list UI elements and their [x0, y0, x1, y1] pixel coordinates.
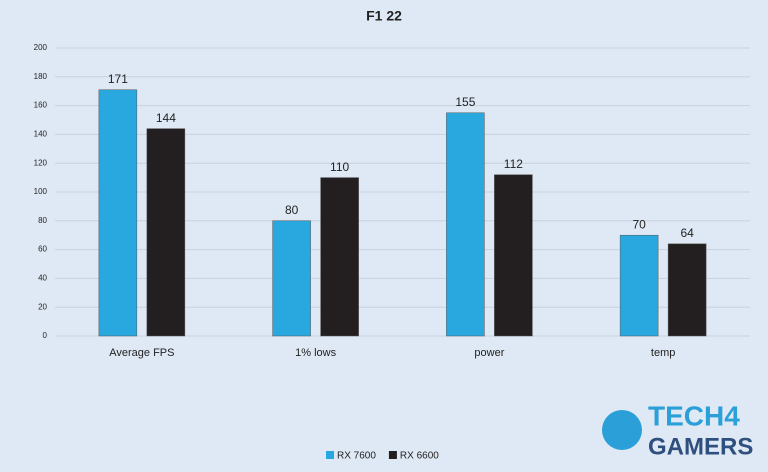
legend-label: RX 7600 — [337, 451, 376, 462]
logo-text: TECH4 — [648, 400, 740, 431]
x-tick-label: 1% lows — [295, 347, 336, 359]
y-tick-label: 120 — [34, 158, 48, 167]
y-tick-label: 20 — [38, 302, 47, 311]
bar — [619, 234, 659, 337]
chart-title: F1 22 — [366, 8, 402, 24]
bar — [98, 89, 138, 337]
y-tick-label: 60 — [38, 245, 47, 254]
x-tick-label: temp — [651, 347, 675, 359]
y-tick-label: 160 — [34, 101, 48, 110]
y-tick-label: 100 — [34, 187, 48, 196]
bar — [146, 128, 186, 337]
value-label: 110 — [330, 160, 349, 174]
bar — [446, 112, 485, 337]
value-label: 70 — [632, 217, 646, 231]
x-tick-label: Average FPS — [109, 347, 174, 359]
y-tick-label: 40 — [38, 274, 47, 283]
y-tick-label: 0 — [43, 331, 48, 340]
legend-label: RX 6600 — [400, 451, 439, 462]
bar — [494, 174, 533, 337]
y-tick-label: 200 — [34, 43, 48, 52]
bar — [320, 177, 359, 337]
value-label: 155 — [455, 95, 475, 109]
logo-text: GAMERS — [648, 433, 753, 460]
value-label: 171 — [108, 72, 128, 86]
value-label: 112 — [504, 157, 523, 171]
legend-swatch — [388, 451, 397, 459]
value-label: 80 — [285, 203, 299, 217]
y-tick-label: 80 — [38, 216, 47, 225]
logo: TECH4 GAMERS — [602, 400, 753, 460]
logo-icon — [602, 410, 642, 450]
bar — [667, 243, 707, 337]
bar — [272, 220, 311, 337]
y-tick-label: 180 — [34, 72, 48, 81]
legend-swatch — [326, 451, 334, 459]
value-label: 64 — [680, 226, 694, 240]
x-tick-label: power — [474, 347, 504, 359]
value-label: 144 — [156, 111, 176, 125]
y-tick-label: 140 — [34, 130, 48, 139]
